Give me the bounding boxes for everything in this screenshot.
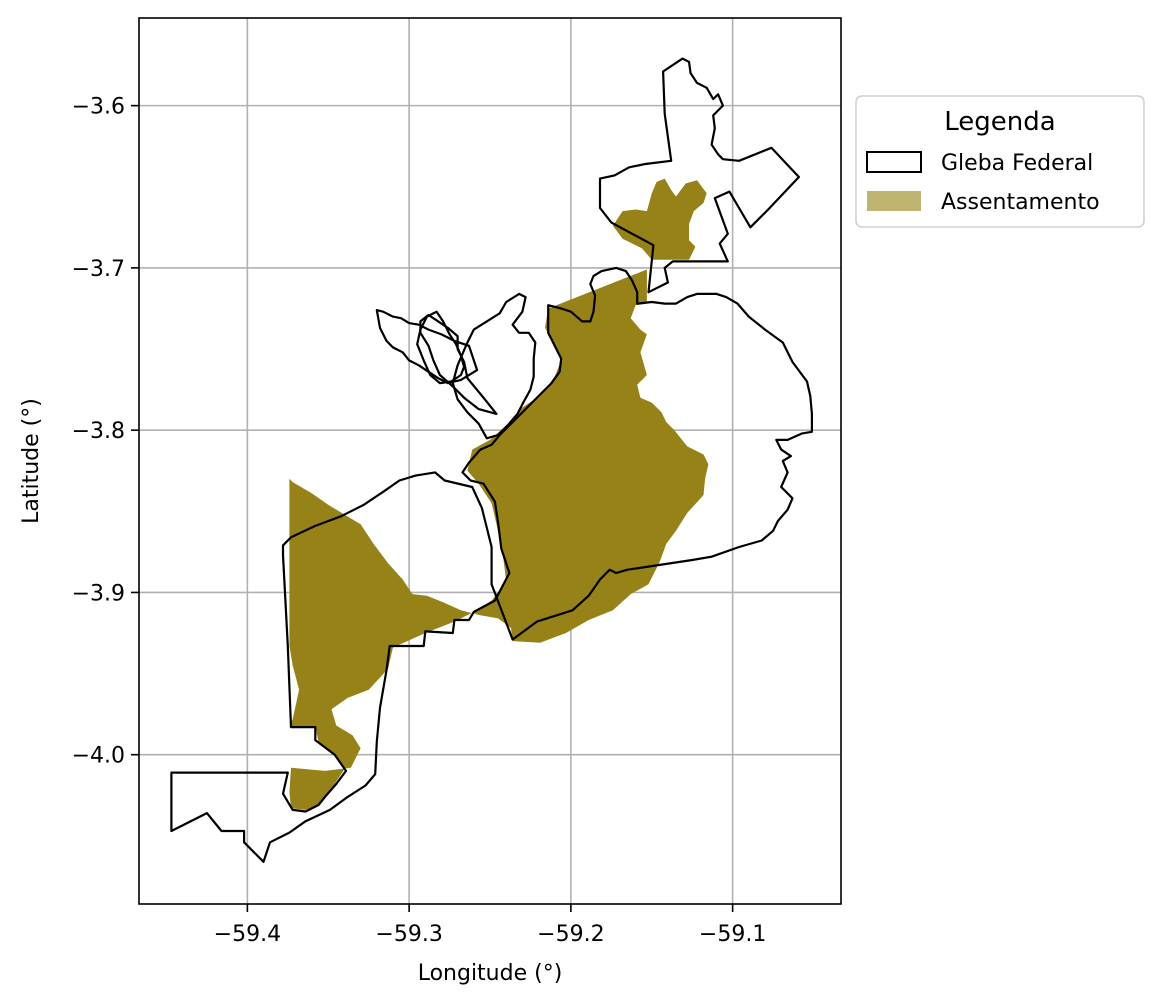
legend-label-assentamento: Assentamento [941, 190, 1100, 215]
y-tick-label: −4.0 [72, 744, 125, 769]
gleba-federal-polygon [170, 266, 814, 863]
y-axis-label: Latitude (°) [19, 398, 44, 524]
y-tick-label: −3.6 [72, 95, 125, 120]
x-axis-label: Longitude (°) [418, 961, 563, 986]
x-axis-ticks: −59.4 −59.3 −59.2 −59.1 [214, 904, 766, 947]
x-tick-label: −59.2 [537, 922, 604, 947]
layer-gleba-federal [170, 57, 814, 863]
y-axis-ticks: −3.6 −3.7 −3.8 −3.9 −4.0 [72, 95, 139, 769]
x-tick-label: −59.4 [214, 922, 281, 947]
legend-label-gleba-federal: Gleba Federal [941, 151, 1093, 176]
legend-swatch-gleba-federal [866, 151, 922, 173]
y-tick-label: −3.7 [72, 257, 125, 282]
legend-title: Legenda [944, 107, 1055, 137]
x-tick-label: −59.1 [699, 922, 766, 947]
assentamento-polygon [612, 178, 707, 260]
layer-assentamento [289, 178, 709, 810]
y-tick-label: −3.8 [72, 419, 125, 444]
plot-frame [138, 17, 842, 905]
map-layers [170, 57, 814, 863]
assentamento-polygon [289, 269, 709, 810]
legend-swatch-assentamento [867, 191, 921, 211]
gleba-federal-polygon [598, 57, 801, 294]
gleba-federal-polygon [375, 309, 479, 385]
legend-box [855, 95, 1145, 228]
gleba-federal-polygon [419, 313, 498, 415]
x-tick-label: −59.3 [375, 922, 442, 947]
legend: Legenda Gleba Federal Assentamento [855, 95, 1145, 228]
y-tick-label: −3.9 [72, 581, 125, 606]
gleba-federal-polygon [451, 292, 537, 440]
